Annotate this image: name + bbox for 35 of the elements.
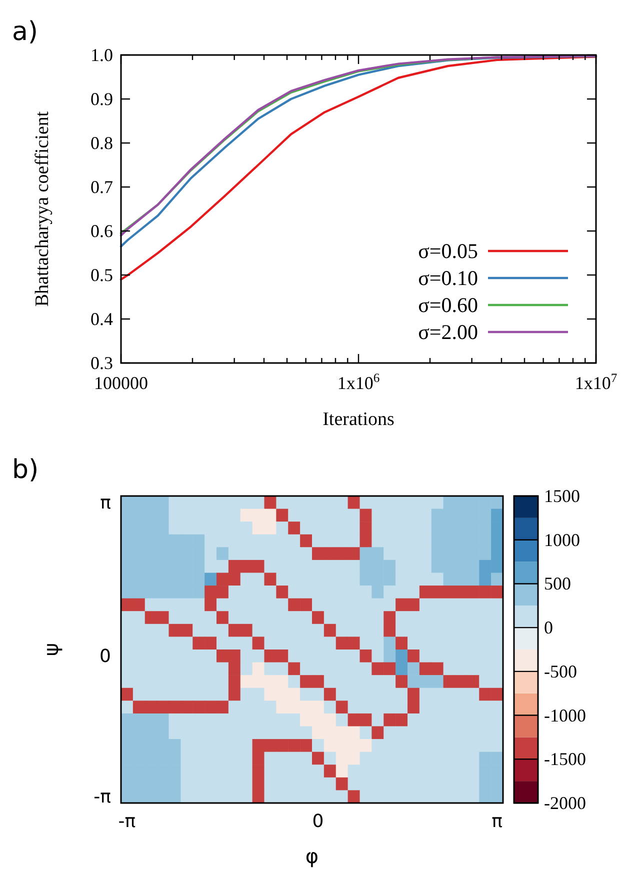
y-tick-label: 0.4 <box>90 309 113 329</box>
color-bar-label: 1500 <box>544 486 580 506</box>
x-axis-title: Iterations <box>322 409 394 430</box>
y-tick-label: 0.7 <box>90 177 113 197</box>
y-tick-label: 0.5 <box>90 265 113 285</box>
color-bar-label: 0 <box>544 618 553 638</box>
legend-label: σ=0.05 <box>418 239 478 263</box>
x-axis-title: φ <box>305 844 319 868</box>
x-tick-label: 100000 <box>94 373 148 393</box>
y-tick-label: 0 <box>100 646 111 667</box>
legend-label: σ=2.00 <box>418 320 478 344</box>
color-bar-label: -500 <box>544 661 577 682</box>
color-bar-label: -1500 <box>544 749 586 770</box>
chart-title: a) <box>12 17 38 47</box>
color-bar-label: -2000 <box>544 793 586 813</box>
y-axis-title: ψ <box>39 642 63 656</box>
y-tick-label: 0.9 <box>90 89 113 109</box>
y-tick-label: 0.8 <box>90 133 113 153</box>
x-tick-label: -π <box>118 811 136 832</box>
y-tick-label: 0.3 <box>90 353 113 373</box>
y-tick-label: 1.0 <box>90 45 113 65</box>
y-tick-label: π <box>100 492 112 514</box>
x-tick-label: 0 <box>312 811 324 832</box>
y-tick-label: -π <box>94 786 112 808</box>
color-bar-label: -1000 <box>544 705 586 726</box>
legend-label: σ=0.10 <box>418 266 478 290</box>
chart-title: b) <box>12 455 39 485</box>
y-axis-title: Bhattacharyya coefficient <box>32 110 53 307</box>
y-tick-label: 0.6 <box>90 221 113 241</box>
color-bar-label: 1000 <box>544 530 580 550</box>
color-bar-label: 500 <box>544 574 571 594</box>
x-tick-label: 1x10$^{7}$ <box>574 371 618 393</box>
x-tick-label: π <box>492 811 503 832</box>
legend-label: σ=0.60 <box>418 293 478 317</box>
x-tick-label: 1x10$^{6}$ <box>337 371 380 393</box>
